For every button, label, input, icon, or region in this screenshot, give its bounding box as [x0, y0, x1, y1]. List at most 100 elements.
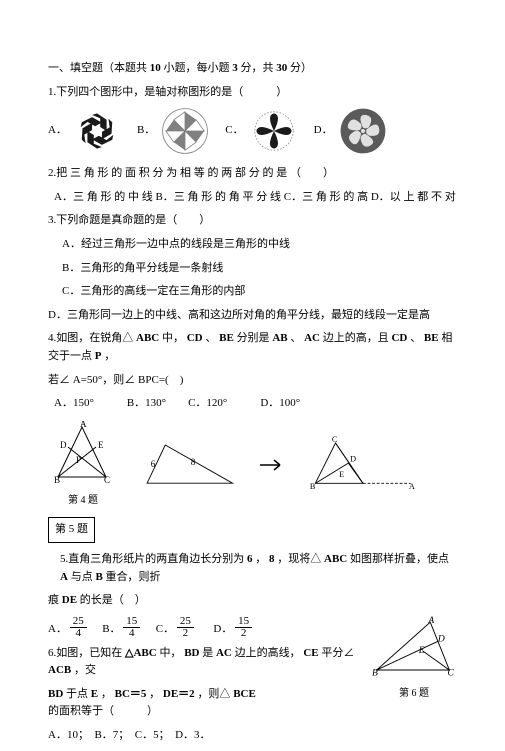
- q6-t11: 的面积等于（ ）: [48, 705, 158, 717]
- q4-cd2: CD: [391, 332, 407, 344]
- fd: 2: [235, 628, 252, 639]
- svg-text:D: D: [60, 440, 67, 450]
- q6-t7: 于点: [66, 688, 88, 700]
- q6-t9: ，: [149, 688, 160, 700]
- q2-stem: 2.把 三 角 形 的 面 积 分 为 相 等 的 两 部 分 的 是 （ ）: [48, 165, 457, 183]
- svg-text:8: 8: [191, 457, 196, 467]
- q4-t6: 边上的高，且: [323, 332, 389, 344]
- q5-label-row: 第 5 题: [48, 517, 457, 543]
- q5-frac-b: 154: [123, 616, 140, 639]
- q6-t3: 是: [202, 647, 213, 659]
- q5-l2a: 痕: [48, 594, 59, 606]
- q4-ac: AC: [304, 332, 320, 344]
- q5-de: DE: [62, 594, 77, 606]
- q6-ce: CE: [303, 647, 318, 659]
- q5-8: 8: [269, 553, 275, 565]
- q2-opts: A．三 角 形 的 中 线 B．三 角 形 的 角 平 分 线 C．三 角 形 …: [54, 189, 457, 207]
- q4-line2: 若∠ A=50°，则∠ BPC=( ): [48, 372, 457, 390]
- q5-line2: 痕 DE 的长是（ ）: [48, 592, 457, 610]
- fn: 15: [235, 616, 252, 628]
- q6-bce: BCE: [233, 688, 256, 700]
- svg-text:C: C: [332, 435, 338, 444]
- q5-l2c: 的长是（ ）: [80, 594, 146, 606]
- q5-frac-a: 254: [70, 616, 87, 639]
- q3-stem: 3.下列命题是真命题的是（ ）: [48, 212, 457, 230]
- q5-opts: A． 254 B． 154 C． 252 D． 152: [48, 616, 365, 639]
- sec-total: 30: [276, 62, 287, 74]
- q1-label-b: B．: [137, 122, 155, 140]
- svg-text:E: E: [418, 644, 425, 655]
- q5-t4: 如图那样折叠，使点: [350, 553, 449, 565]
- q6-opts: A．10； B．7； C．5； D．3．: [48, 727, 365, 745]
- svg-text:D: D: [350, 454, 356, 463]
- q5-t6: 重合，则折: [106, 571, 161, 583]
- q6-line1: 6.如图，已知在 △ABC 中， BD 是 AC 边上的高线， CE 平分∠ A…: [48, 645, 365, 680]
- fn: 25: [70, 616, 87, 628]
- q6-bd2: BD: [48, 688, 63, 700]
- q4-t9: ，: [104, 350, 115, 362]
- q4-t7: 、: [410, 332, 421, 344]
- q5-fig-left: 6 8: [138, 437, 238, 493]
- svg-text:E: E: [339, 470, 344, 479]
- q1-stem: 1.下列四个图形中，是轴对称图形的是（ ）: [48, 84, 457, 102]
- q1-img-b: [161, 107, 209, 155]
- q4-be: BE: [219, 332, 234, 344]
- sec-t1: 一、填空题（本题共: [48, 62, 147, 74]
- q5-t3: ，现将△: [277, 553, 321, 565]
- q5-A: A: [60, 571, 68, 583]
- q4-ab: AB: [272, 332, 287, 344]
- svg-text:C: C: [104, 475, 110, 485]
- q5-t5: 与点: [71, 571, 93, 583]
- q6-acb: ACB: [48, 664, 71, 676]
- sec-count: 10: [150, 62, 161, 74]
- q6-de2: DE＝2: [163, 688, 195, 700]
- arrow-icon: [258, 455, 288, 475]
- q4-fig: A B C D E P: [48, 421, 118, 487]
- q4-abc: ABC: [136, 332, 159, 344]
- q5-label: 第 5 题: [48, 517, 95, 543]
- q6-ac: AC: [216, 647, 232, 659]
- sec-m2: 分，共: [241, 62, 274, 74]
- q5-frac-d: 152: [235, 616, 252, 639]
- fd: 2: [177, 628, 194, 639]
- q3-d: D．三角形同一边上的中线、高和这边所对角的角平分线，最短的线段一定是高: [48, 307, 457, 325]
- svg-text:D: D: [437, 633, 445, 644]
- q4-diagrams: A B C D E P 第 4 题 6 8 C: [48, 421, 457, 510]
- q3-b: B．三角形的角平分线是一条射线: [62, 260, 457, 278]
- q6-t2: 中，: [159, 647, 181, 659]
- q1-img-c: [250, 107, 298, 155]
- svg-text:A: A: [409, 482, 415, 491]
- svg-text:6: 6: [151, 459, 156, 469]
- q6-t1: 6.如图，已知在: [48, 647, 122, 659]
- q4-t4: 分别是: [237, 332, 270, 344]
- q5-frac-c: 252: [177, 616, 194, 639]
- q3-a: A．经过三角形一边中点的线段是三角形的中线: [62, 236, 457, 254]
- fn: 25: [177, 616, 194, 628]
- q5-fig-right: C B D E A: [308, 435, 418, 495]
- svg-text:B: B: [372, 667, 378, 678]
- fn: 15: [123, 616, 140, 628]
- q4-t2: 中，: [162, 332, 184, 344]
- sec-m1: 小题，每小题: [164, 62, 230, 74]
- q5-t1: 5.直角三角形纸片的两直角边长分别为: [60, 553, 244, 565]
- q1-label-c: C．: [225, 122, 243, 140]
- q6-bc5: BC＝5: [115, 688, 147, 700]
- svg-text:C: C: [447, 667, 454, 678]
- q1-options: A． B． C．: [48, 107, 457, 155]
- q6-bd: BD: [184, 647, 199, 659]
- q6-t10: ，则△: [197, 688, 230, 700]
- q4-t5: 、: [290, 332, 301, 344]
- q5-ob: B．: [102, 621, 120, 639]
- q4-t: 4.如图，在锐角△: [48, 332, 133, 344]
- q4-p: P: [95, 350, 102, 362]
- fd: 4: [123, 628, 140, 639]
- q4-be2: BE: [424, 332, 439, 344]
- q5-6: 6: [247, 553, 253, 565]
- q6-caption: 第 6 题: [371, 686, 457, 702]
- svg-text:B: B: [54, 475, 60, 485]
- q1-img-d: [339, 107, 387, 155]
- q5-abc: ABC: [324, 553, 347, 565]
- q6-e: E: [91, 688, 98, 700]
- q5-t2: ，: [255, 553, 266, 565]
- q1-label-a: A．: [48, 122, 67, 140]
